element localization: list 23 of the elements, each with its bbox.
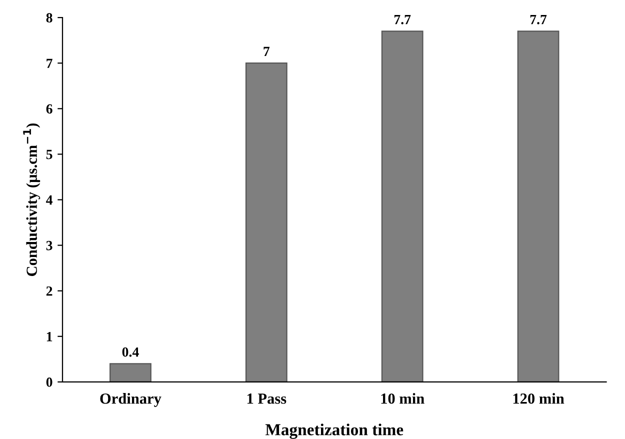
y-tick-label: 4 bbox=[46, 195, 53, 205]
y-tick-label: 5 bbox=[46, 150, 52, 160]
y-tick-label: 6 bbox=[46, 104, 52, 114]
y-tick-label: 7 bbox=[46, 58, 52, 68]
data-label: 7.7 bbox=[394, 15, 411, 24]
x-tick-label: Ordinary bbox=[100, 393, 162, 407]
y-tick-label: 8 bbox=[46, 13, 52, 23]
bar bbox=[517, 30, 560, 382]
data-label: 0.4 bbox=[122, 347, 139, 357]
y-tick-label: 2 bbox=[46, 286, 52, 296]
x-tick-label: 10 min bbox=[381, 393, 424, 404]
bar bbox=[110, 363, 152, 382]
y-tick-label: 3 bbox=[46, 240, 52, 250]
x-axis-title: Magnetization time bbox=[265, 424, 404, 439]
x-tick-label: 120 min bbox=[513, 393, 564, 404]
y-tick-label: 0 bbox=[46, 378, 52, 387]
bar bbox=[245, 62, 288, 382]
bar bbox=[381, 30, 424, 382]
data-label: 7.7 bbox=[530, 15, 547, 24]
data-label: 7 bbox=[264, 46, 270, 56]
y-tick-label: 1 bbox=[46, 332, 52, 342]
y-axis-title: Conductivity (µs.cm$^{−1}$) bbox=[23, 123, 40, 276]
x-tick-label: 1 Pass bbox=[247, 394, 286, 404]
